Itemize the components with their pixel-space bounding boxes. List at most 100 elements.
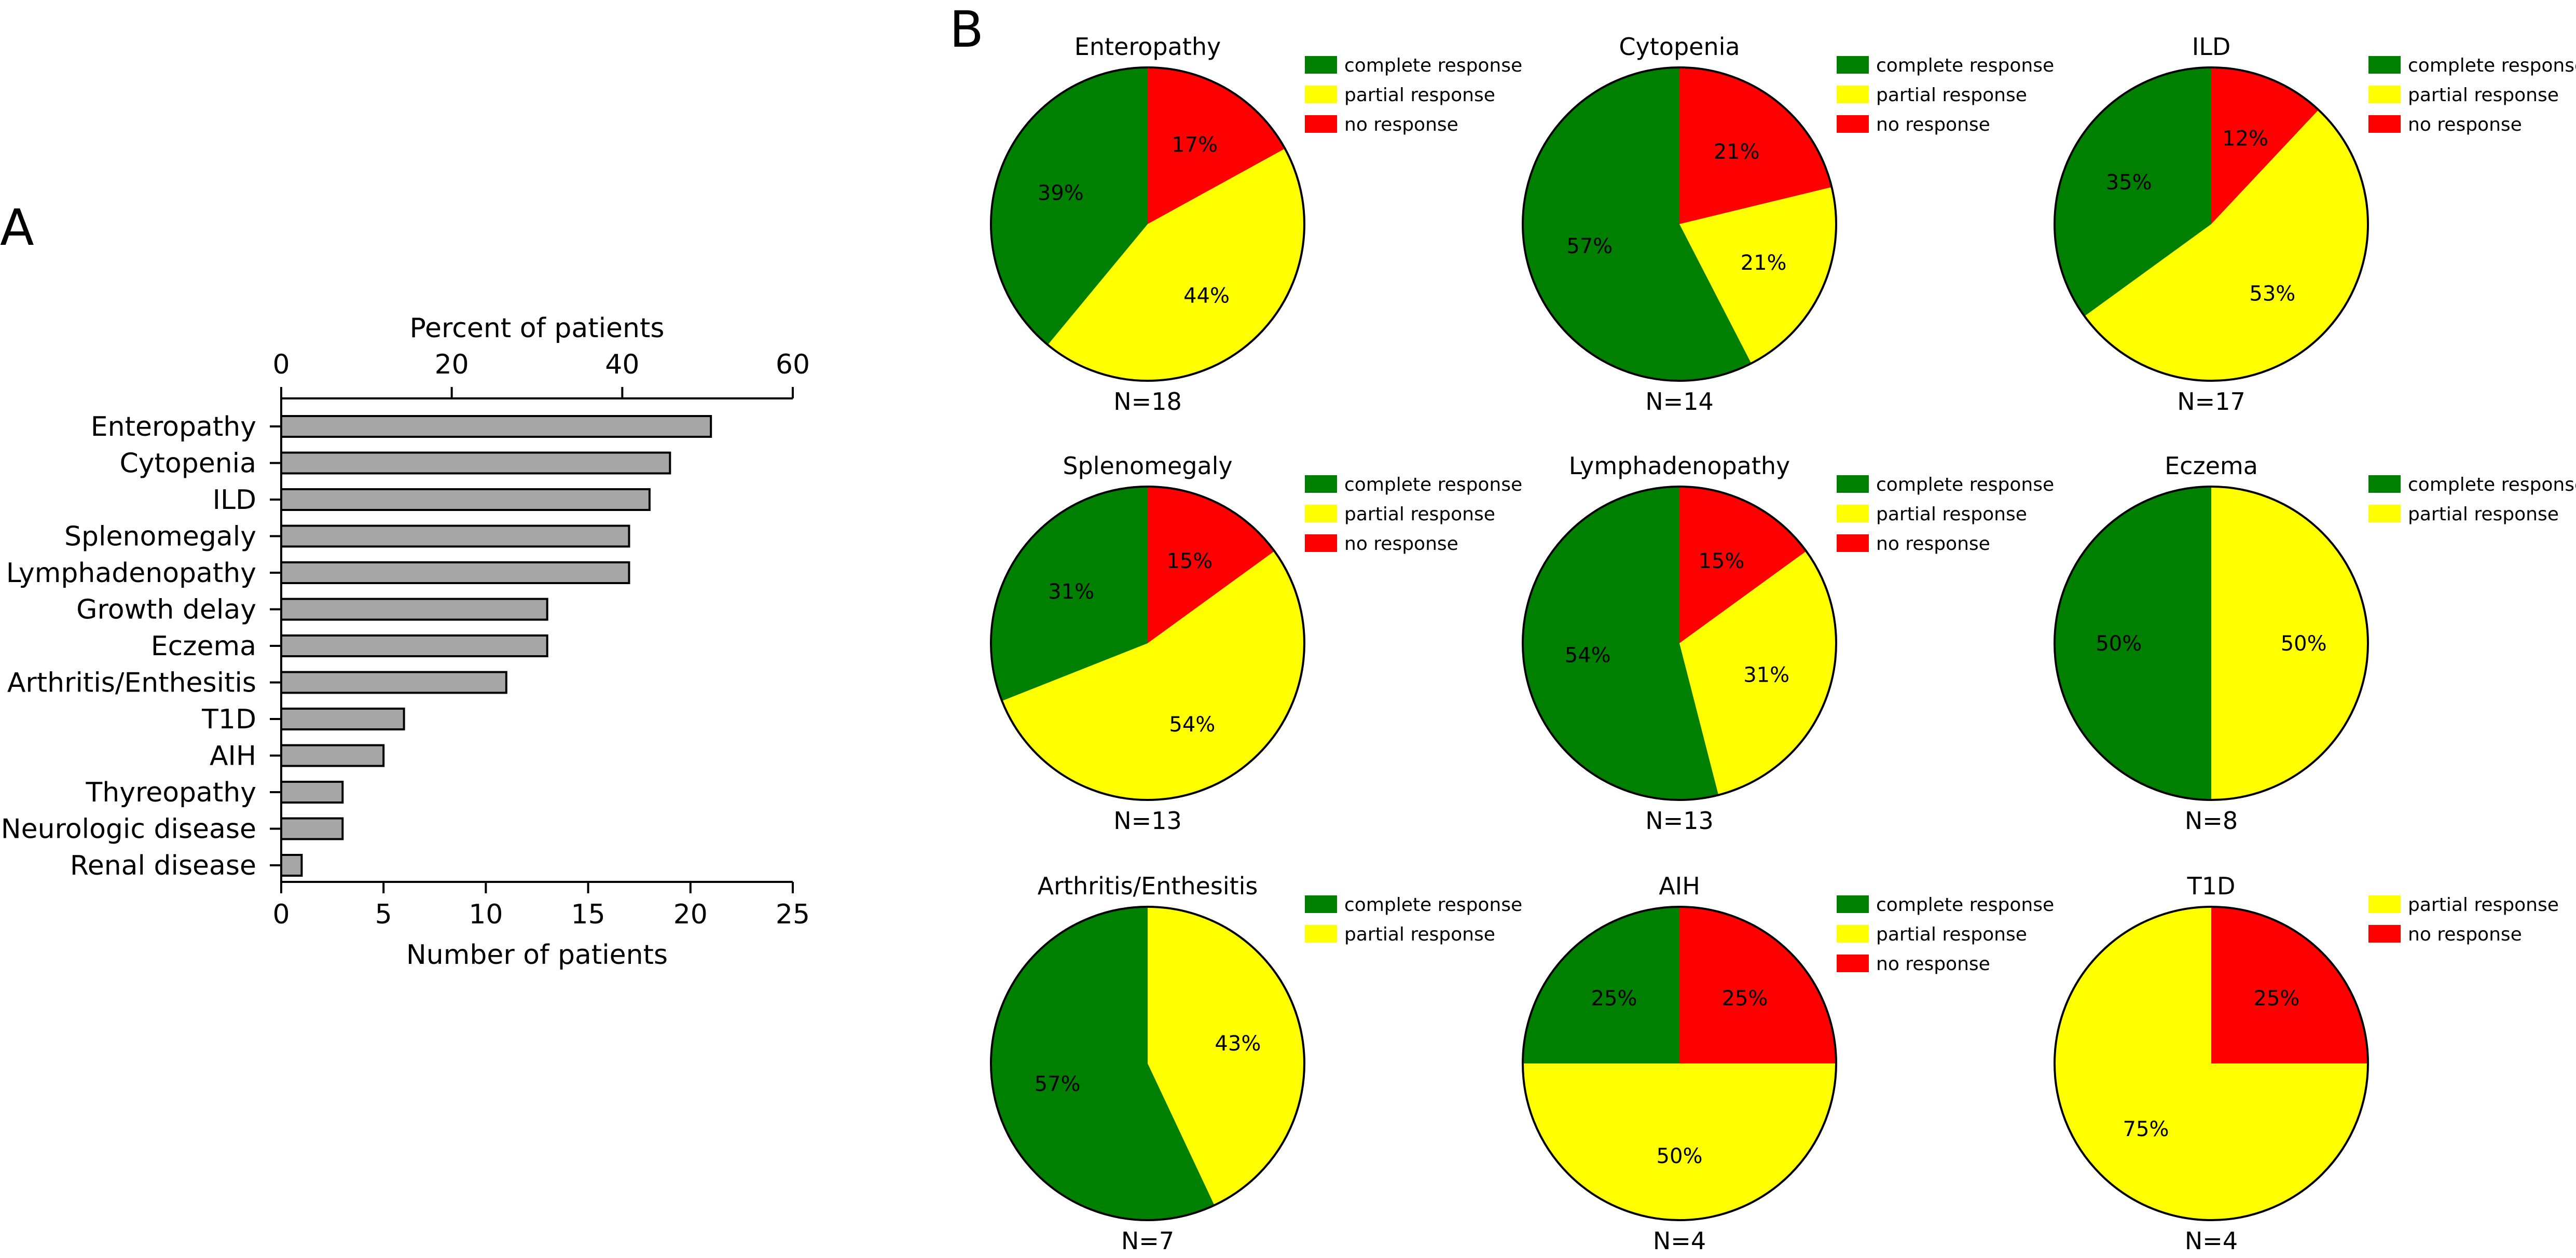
- pie-n-label: N=4: [2185, 1227, 2238, 1255]
- panel-label-b: B: [949, 1, 984, 59]
- pie-charts: 17% 44% 39% Enteropathy N=18 complete respons…: [990, 33, 2576, 1255]
- legend-label: complete response: [1876, 55, 2054, 76]
- pie-title: Enteropathy: [1075, 33, 1221, 61]
- legend-label: no response: [1876, 114, 1990, 135]
- legend-label: complete response: [1876, 894, 2054, 916]
- legend-label: complete response: [1344, 55, 1522, 76]
- pie-n-label: N=13: [1113, 807, 1182, 835]
- legend-label: no response: [1344, 114, 1458, 135]
- pie-slice-label: 25%: [1591, 987, 1637, 1011]
- pie-outline: [990, 906, 1305, 1221]
- bar: [280, 415, 712, 438]
- legend-swatch: [1305, 505, 1337, 522]
- pie-slice: [1002, 551, 1305, 800]
- pie-chart: 50% 50% Eczema N=8 complete response partial …: [2054, 452, 2576, 835]
- pie-outline: [1522, 906, 1837, 1221]
- pie-outline: [1522, 486, 1837, 801]
- pie-n-label: N=17: [2177, 388, 2246, 416]
- pie-slice: [2084, 109, 2368, 381]
- pie-slice-label: 50%: [2096, 632, 2142, 656]
- bar: [280, 817, 344, 840]
- pie-slice: [1679, 487, 1807, 643]
- top-tick-label: 60: [776, 349, 810, 380]
- legend-swatch: [1305, 86, 1337, 103]
- legend-swatch: [2368, 56, 2401, 74]
- pie-slice-label: 25%: [2254, 987, 2300, 1011]
- pie-slice: [2055, 907, 2368, 1220]
- y-tick-label: Growth delay: [76, 595, 256, 626]
- legend-label: partial response: [2408, 85, 2559, 106]
- bar-chart: Enteropathy Cytopenia ILD Splenomegaly Lymph…: [1, 313, 810, 971]
- pie-slice-label: 43%: [1215, 1032, 1261, 1056]
- pie-slice-label: 21%: [1714, 140, 1760, 164]
- legend-swatch: [2368, 86, 2401, 103]
- legend-swatch: [1837, 895, 1869, 913]
- bar: [280, 524, 630, 548]
- legend-label: partial response: [2408, 894, 2559, 916]
- legend-swatch: [2368, 505, 2401, 522]
- pie-slice: [991, 67, 1148, 345]
- pie-n-label: N=4: [1653, 1227, 1706, 1255]
- legend-label: partial response: [1344, 85, 1495, 106]
- legend-swatch: [1837, 955, 1869, 972]
- pie-slice: [1522, 67, 1752, 381]
- x-tick-label: 0: [272, 899, 290, 930]
- pie-slice-label: 15%: [1166, 549, 1213, 573]
- pie-chart: 12% 53% 35% ILD N=17 complete response partial…: [2054, 33, 2576, 416]
- legend-swatch: [1837, 534, 1869, 552]
- pie-slice: [1148, 907, 1305, 1206]
- pie-n-label: N=18: [1113, 388, 1182, 416]
- legend-swatch: [1837, 115, 1869, 133]
- legend-label: no response: [1344, 533, 1458, 555]
- x-axis-title: Number of patients: [406, 939, 668, 971]
- pie-slice-label: 17%: [1172, 133, 1218, 157]
- pie-title: Arthritis/Enthesitis: [1038, 872, 1258, 900]
- pie-outline: [990, 486, 1305, 801]
- top-tick-label: 0: [272, 349, 290, 380]
- pie-chart: 25% 50% 25% AIH N=4 complete response partial …: [1522, 872, 2054, 1255]
- x-tick-label: 25: [776, 899, 810, 930]
- pie-slice: [2055, 67, 2211, 316]
- y-tick-label: Thyreopathy: [85, 777, 256, 808]
- legend-swatch: [2368, 925, 2401, 943]
- pie-slice-label: 12%: [2222, 127, 2268, 150]
- pie-slice-label: 57%: [1035, 1072, 1081, 1096]
- pie-chart: 21% 21% 57% Cytopenia N=14 complete response p…: [1522, 33, 2054, 416]
- legend-swatch: [1837, 925, 1869, 943]
- pie-outline: [2054, 486, 2369, 801]
- pie-slice-label: 31%: [1743, 663, 1789, 687]
- legend-swatch: [1837, 86, 1869, 103]
- bar: [280, 598, 548, 621]
- pie-outline: [990, 66, 1305, 382]
- y-tick-label: Renal disease: [70, 850, 256, 881]
- y-tick-label: Lymphadenopathy: [6, 558, 256, 589]
- pie-slice: [1522, 487, 1719, 800]
- pie-slice-label: 35%: [2106, 171, 2152, 195]
- pie-title: ILD: [2192, 33, 2231, 61]
- y-tick-label: Enteropathy: [91, 411, 256, 443]
- pie-title: Splenomegaly: [1063, 452, 1232, 480]
- pie-n-label: N=13: [1645, 807, 1714, 835]
- y-tick-label: T1D: [201, 704, 256, 735]
- pie-chart: 17% 44% 39% Enteropathy N=18 complete respons…: [990, 33, 1522, 416]
- legend-label: complete response: [2408, 474, 2576, 495]
- pie-slice: [1679, 907, 1836, 1063]
- bar: [280, 451, 671, 475]
- legend-swatch: [1305, 475, 1337, 493]
- pie-slice-label: 50%: [2281, 632, 2327, 656]
- pie-slice: [2055, 487, 2211, 800]
- pie-n-label: N=7: [1121, 1227, 1174, 1255]
- pie-slice-label: 50%: [1657, 1144, 1703, 1168]
- pie-slice: [1523, 1063, 1836, 1220]
- pie-slice-label: 39%: [1038, 182, 1084, 205]
- legend-swatch: [1837, 505, 1869, 522]
- x-tick-label: 15: [571, 899, 605, 930]
- bar: [280, 634, 548, 657]
- legend-label: no response: [2408, 924, 2522, 945]
- pie-slice: [1048, 148, 1304, 381]
- bar: [280, 671, 507, 694]
- y-tick-label: AIH: [210, 741, 256, 772]
- legend-swatch: [1305, 534, 1337, 552]
- legend-label: complete response: [1344, 894, 1522, 916]
